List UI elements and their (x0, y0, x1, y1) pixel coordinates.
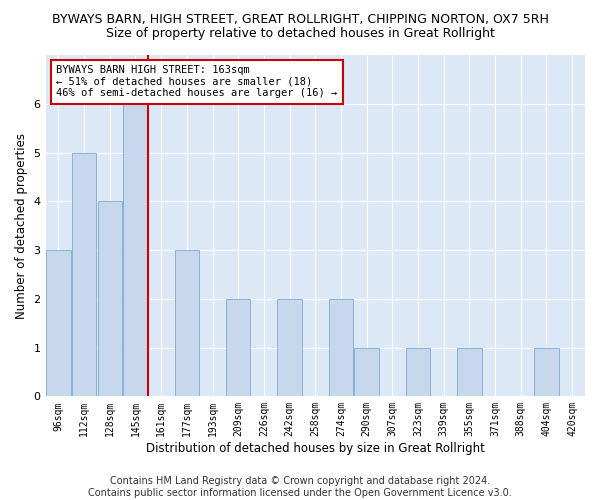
Bar (98, 202, 122, 396)
Bar (406, 348, 430, 397)
Text: Contains HM Land Registry data © Crown copyright and database right 2024.
Contai: Contains HM Land Registry data © Crown c… (88, 476, 512, 498)
Bar (277, 299, 302, 396)
Bar (175, 250, 199, 396)
Bar (534, 348, 559, 397)
Bar (457, 348, 482, 397)
Bar (123, 104, 148, 397)
X-axis label: Distribution of detached houses by size in Great Rollright: Distribution of detached houses by size … (146, 442, 485, 455)
Bar (46, 250, 71, 396)
Text: BYWAYS BARN, HIGH STREET, GREAT ROLLRIGHT, CHIPPING NORTON, OX7 5RH: BYWAYS BARN, HIGH STREET, GREAT ROLLRIGH… (52, 12, 548, 26)
Bar (329, 299, 353, 396)
Y-axis label: Number of detached properties: Number of detached properties (15, 132, 28, 318)
Bar (226, 299, 250, 396)
Text: Size of property relative to detached houses in Great Rollright: Size of property relative to detached ho… (106, 28, 494, 40)
Bar (355, 348, 379, 397)
Text: BYWAYS BARN HIGH STREET: 163sqm
← 51% of detached houses are smaller (18)
46% of: BYWAYS BARN HIGH STREET: 163sqm ← 51% of… (56, 65, 338, 98)
Bar (72, 152, 96, 396)
